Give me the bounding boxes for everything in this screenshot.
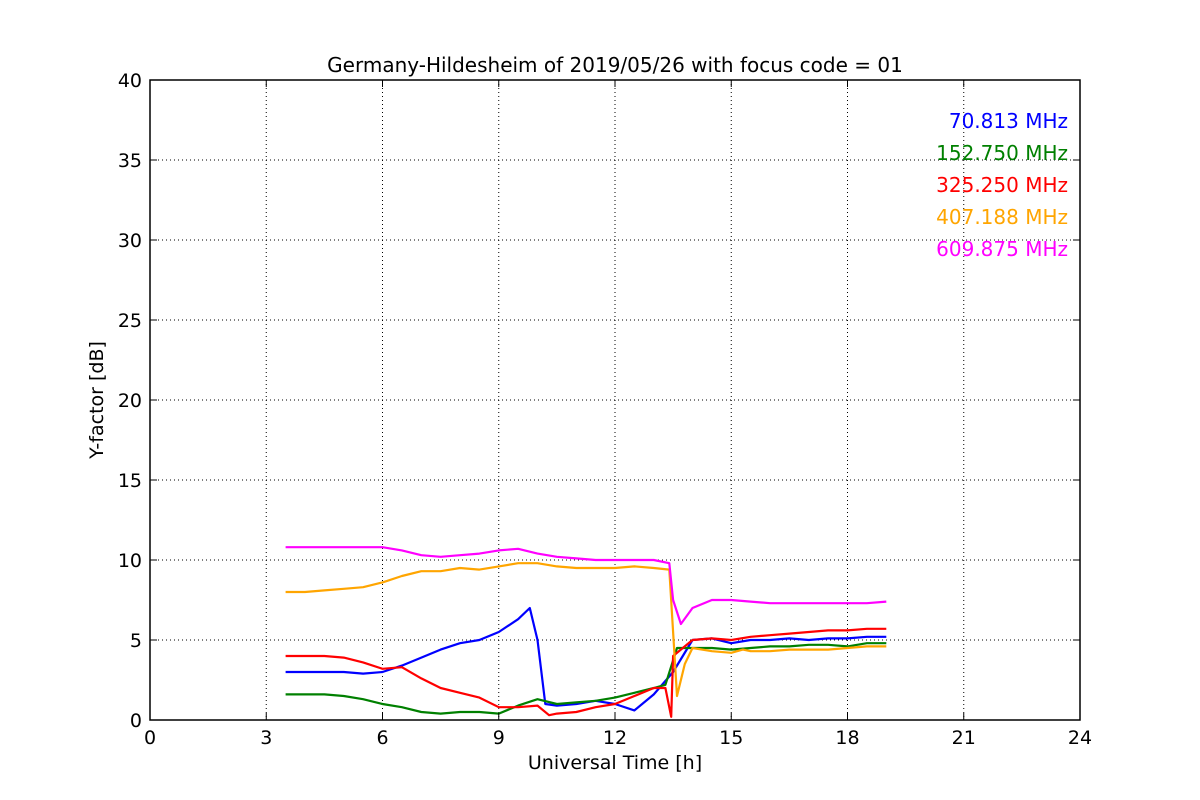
x-tick-label: 6 [376,727,388,749]
series-lines [285,546,887,718]
y-tick-label: 0 [130,710,142,732]
x-tick-label: 24 [1068,727,1092,749]
grid [150,80,1080,720]
y-tick-label: 5 [130,630,142,652]
x-tick-label: 15 [719,727,743,749]
series-line-5 [285,546,887,626]
y-tick-label: 15 [118,470,142,492]
x-tick-label: 9 [493,727,505,749]
legend-entry: 325.250 MHz [936,173,1068,197]
x-tick-label: 0 [144,727,156,749]
y-tick-label: 25 [118,310,142,332]
x-axis-label: Universal Time [h] [528,752,702,774]
legend-entry: 70.813 MHz [949,109,1068,133]
tick-labels: 0 3 6 9 12 15 18 21 24 0 5 10 15 20 25 30 35 40 [118,70,1092,749]
series-line-2 [285,642,887,715]
chart-title: Germany-Hildesheim of 2019/05/26 with fo… [327,53,903,77]
x-tick-label: 21 [952,727,976,749]
legend-entry: 152.750 MHz [936,141,1068,165]
series-line-1 [285,606,887,712]
y-tick-label: 40 [118,70,142,92]
series-line-4 [285,562,887,698]
y-tick-label: 30 [118,230,142,252]
legend-entry: 407.188 MHz [936,205,1068,229]
y-tick-label: 10 [118,550,142,572]
legend-entry: 609.875 MHz [936,237,1068,261]
y-tick-label: 35 [118,150,142,172]
y-axis-label: Y-factor [dB] [86,341,108,460]
x-tick-label: 12 [603,727,627,749]
x-tick-label: 3 [260,727,272,749]
x-tick-label: 18 [835,727,859,749]
legend: 70.813 MHz 152.750 MHz 325.250 MHz 407.188 … [936,109,1068,261]
ticks [149,79,1081,721]
y-tick-label: 20 [118,390,142,412]
series-line-3 [285,627,887,718]
